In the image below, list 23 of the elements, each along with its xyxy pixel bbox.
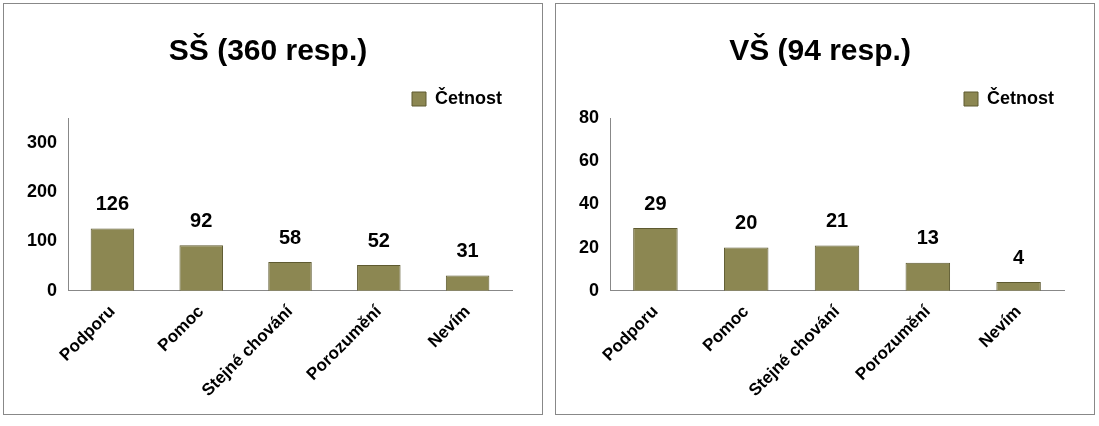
y-tick-label: 20: [578, 236, 600, 257]
data-label: 13: [916, 226, 939, 249]
data-label: 4: [1013, 245, 1026, 268]
legend-label: Četnost: [435, 86, 503, 108]
y-tick-label: 0: [47, 279, 58, 300]
data-label: 20: [735, 211, 758, 234]
y-tick-label: 60: [578, 150, 600, 171]
data-label: 52: [367, 228, 390, 251]
legend-label: Četnost: [987, 86, 1055, 108]
y-tick-label: 40: [578, 193, 600, 214]
data-label: 58: [278, 225, 302, 248]
chart-title: SŠ (360 resp.): [168, 33, 368, 67]
y-tick-label: 100: [26, 230, 58, 251]
y-tick-label: 0: [589, 279, 600, 300]
y-tick-label: 200: [26, 181, 58, 201]
y-tick-label: 80: [578, 106, 600, 127]
data-label: 126: [95, 192, 130, 215]
chart-title: VŠ (94 resp.): [729, 33, 911, 67]
data-label: 92: [190, 208, 213, 231]
y-tick-label: 300: [26, 131, 58, 152]
data-label: 31: [456, 238, 479, 261]
data-label: 29: [644, 191, 667, 214]
data-label: 21: [825, 208, 849, 231]
